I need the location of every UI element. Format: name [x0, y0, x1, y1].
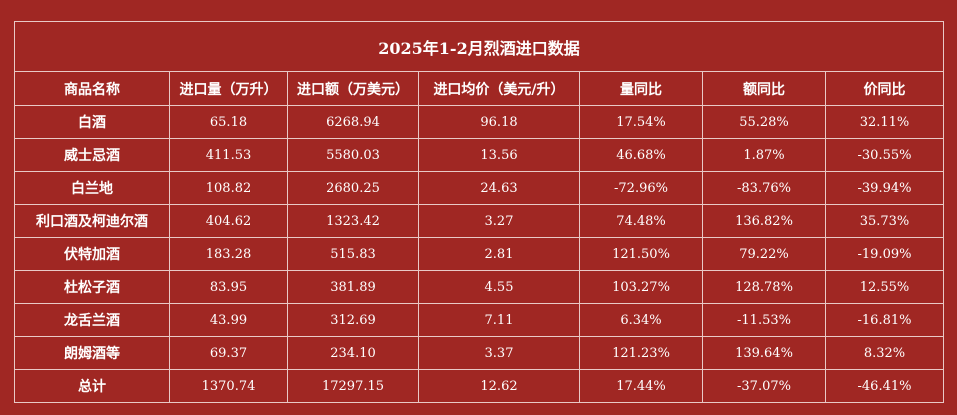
total-row: 总计 1370.74 17297.15 12.62 17.44% -37.07%…: [14, 369, 944, 403]
cell-volume-yoy: 6.34%: [579, 303, 703, 337]
table-row: 朗姆酒等 69.37 234.10 3.37 121.23% 139.64% 8…: [14, 336, 944, 370]
cell-avg-price: 13.56: [418, 138, 580, 172]
table-row: 杜松子酒 83.95 381.89 4.55 103.27% 128.78% 1…: [14, 270, 944, 304]
cell-volume: 65.18: [169, 105, 288, 139]
cell-name: 白兰地: [14, 171, 170, 205]
cell-volume: 411.53: [169, 138, 288, 172]
cell-value-yoy: 1.87%: [702, 138, 826, 172]
cell-volume-yoy: 46.68%: [579, 138, 703, 172]
table-row: 威士忌酒 411.53 5580.03 13.56 46.68% 1.87% -…: [14, 138, 944, 172]
cell-price-yoy: 8.32%: [825, 336, 944, 370]
cell-name: 威士忌酒: [14, 138, 170, 172]
cell-avg-price: 4.55: [418, 270, 580, 304]
cell-volume-yoy: 103.27%: [579, 270, 703, 304]
cell-volume-yoy: 17.54%: [579, 105, 703, 139]
cell-price-yoy: -46.41%: [825, 369, 944, 403]
cell-volume: 83.95: [169, 270, 288, 304]
table-row: 白酒 65.18 6268.94 96.18 17.54% 55.28% 32.…: [14, 105, 944, 139]
cell-value: 17297.15: [287, 369, 419, 403]
table-row: 利口酒及柯迪尔酒 404.62 1323.42 3.27 74.48% 136.…: [14, 204, 944, 238]
cell-price-yoy: -30.55%: [825, 138, 944, 172]
cell-avg-price: 12.62: [418, 369, 580, 403]
cell-name: 白酒: [14, 105, 170, 139]
col-header-name: 商品名称: [14, 71, 170, 106]
col-header-value-yoy: 额同比: [702, 71, 826, 106]
col-header-price-yoy: 价同比: [825, 71, 944, 106]
cell-price-yoy: 12.55%: [825, 270, 944, 304]
cell-volume: 43.99: [169, 303, 288, 337]
cell-price-yoy: -39.94%: [825, 171, 944, 205]
cell-value-yoy: -11.53%: [702, 303, 826, 337]
title-row: 2025年1-2月烈酒进口数据: [14, 21, 944, 72]
spirits-import-table: 2025年1-2月烈酒进口数据 商品名称 进口量（万升） 进口额（万美元） 进口…: [14, 21, 944, 403]
cell-value: 6268.94: [287, 105, 419, 139]
cell-name: 伏特加酒: [14, 237, 170, 271]
cell-volume-yoy: 121.23%: [579, 336, 703, 370]
cell-price-yoy: -16.81%: [825, 303, 944, 337]
cell-value: 515.83: [287, 237, 419, 271]
col-header-volume-yoy: 量同比: [579, 71, 703, 106]
table-row: 白兰地 108.82 2680.25 24.63 -72.96% -83.76%…: [14, 171, 944, 205]
spirits-import-table-panel: 2025年1-2月烈酒进口数据 商品名称 进口量（万升） 进口额（万美元） 进口…: [14, 21, 944, 403]
cell-value: 234.10: [287, 336, 419, 370]
cell-price-yoy: 32.11%: [825, 105, 944, 139]
cell-value-yoy: 136.82%: [702, 204, 826, 238]
cell-volume-yoy: 74.48%: [579, 204, 703, 238]
cell-avg-price: 24.63: [418, 171, 580, 205]
cell-volume: 108.82: [169, 171, 288, 205]
cell-avg-price: 2.81: [418, 237, 580, 271]
cell-value-yoy: 139.64%: [702, 336, 826, 370]
cell-volume-yoy: 121.50%: [579, 237, 703, 271]
cell-value-yoy: 55.28%: [702, 105, 826, 139]
cell-value-yoy: -37.07%: [702, 369, 826, 403]
cell-volume: 404.62: [169, 204, 288, 238]
cell-avg-price: 3.37: [418, 336, 580, 370]
table-row: 龙舌兰酒 43.99 312.69 7.11 6.34% -11.53% -16…: [14, 303, 944, 337]
cell-avg-price: 3.27: [418, 204, 580, 238]
cell-volume-yoy: -72.96%: [579, 171, 703, 205]
cell-volume: 69.37: [169, 336, 288, 370]
cell-volume: 183.28: [169, 237, 288, 271]
table-title: 2025年1-2月烈酒进口数据: [14, 21, 944, 72]
cell-value-yoy: 128.78%: [702, 270, 826, 304]
cell-name: 利口酒及柯迪尔酒: [14, 204, 170, 238]
cell-volume-yoy: 17.44%: [579, 369, 703, 403]
header-row: 商品名称 进口量（万升） 进口额（万美元） 进口均价（美元/升） 量同比 额同比…: [14, 71, 944, 106]
cell-avg-price: 96.18: [418, 105, 580, 139]
col-header-value: 进口额（万美元）: [287, 71, 419, 106]
cell-price-yoy: 35.73%: [825, 204, 944, 238]
cell-volume: 1370.74: [169, 369, 288, 403]
cell-value: 2680.25: [287, 171, 419, 205]
table-row: 伏特加酒 183.28 515.83 2.81 121.50% 79.22% -…: [14, 237, 944, 271]
col-header-avg-price: 进口均价（美元/升）: [418, 71, 580, 106]
cell-value: 381.89: [287, 270, 419, 304]
cell-value: 1323.42: [287, 204, 419, 238]
cell-name: 龙舌兰酒: [14, 303, 170, 337]
cell-value-yoy: 79.22%: [702, 237, 826, 271]
cell-price-yoy: -19.09%: [825, 237, 944, 271]
cell-value: 312.69: [287, 303, 419, 337]
cell-name: 朗姆酒等: [14, 336, 170, 370]
cell-value: 5580.03: [287, 138, 419, 172]
cell-value-yoy: -83.76%: [702, 171, 826, 205]
cell-avg-price: 7.11: [418, 303, 580, 337]
cell-name: 杜松子酒: [14, 270, 170, 304]
cell-name: 总计: [14, 369, 170, 403]
col-header-volume: 进口量（万升）: [169, 71, 288, 106]
